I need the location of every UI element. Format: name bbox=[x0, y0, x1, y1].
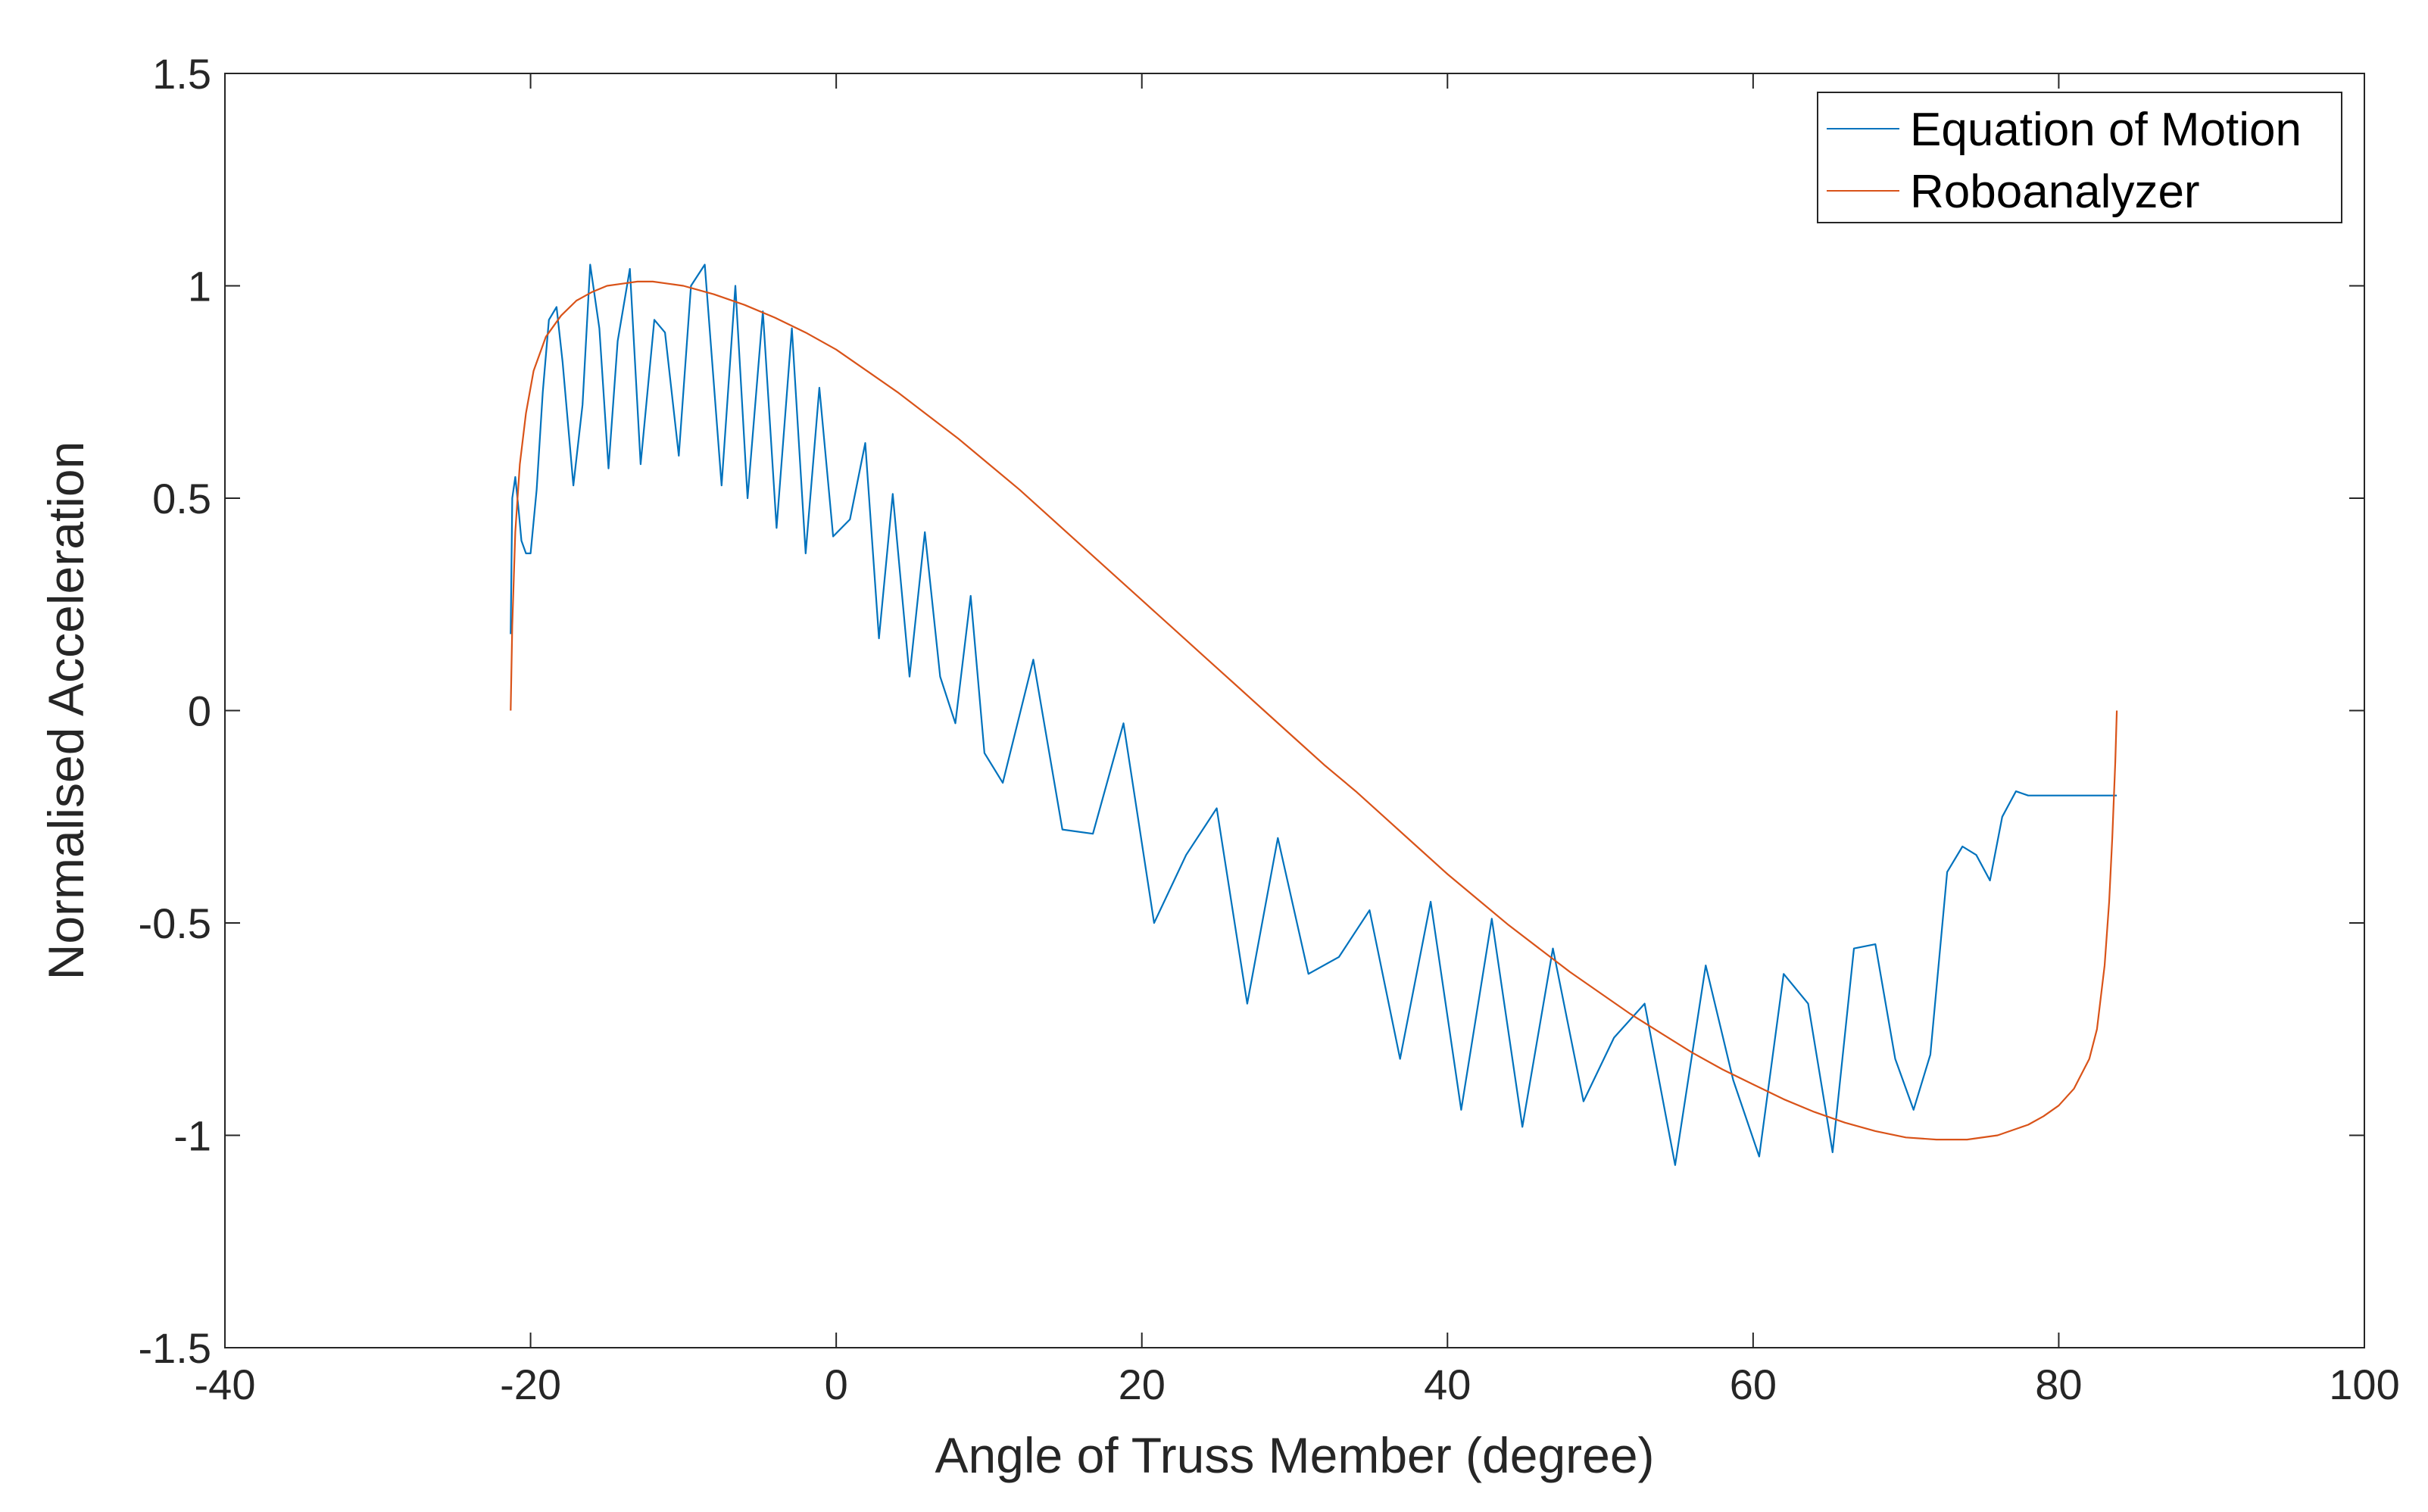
series-line-roboanalyzer bbox=[510, 280, 2118, 1141]
x-tick-label: -20 bbox=[500, 1361, 561, 1408]
legend: Equation of Motion Roboanalyzer bbox=[1817, 92, 2342, 223]
x-axis-label: Angle of Truss Member (degree) bbox=[935, 1427, 1654, 1483]
series-line-equation-of-motion bbox=[510, 263, 2117, 1166]
y-axis-label: Normalised Acceleration bbox=[38, 441, 94, 980]
x-tick-label: 80 bbox=[2035, 1361, 2082, 1408]
x-tick-label: 40 bbox=[1424, 1361, 1471, 1408]
series-group bbox=[510, 263, 2118, 1166]
x-tick-label: 0 bbox=[825, 1361, 848, 1408]
y-tick-label: 0 bbox=[188, 687, 211, 735]
y-tick-label: 1 bbox=[188, 263, 211, 310]
x-tick-label: 60 bbox=[1730, 1361, 1777, 1408]
y-tick-label: 0.5 bbox=[152, 475, 211, 522]
axis-ticks bbox=[224, 73, 2365, 1348]
x-tick-label: 20 bbox=[1119, 1361, 1166, 1408]
y-tick-label: -0.5 bbox=[139, 899, 212, 947]
legend-box bbox=[1817, 92, 2342, 223]
x-tick-label: -40 bbox=[195, 1361, 256, 1408]
y-tick-label: -1.5 bbox=[139, 1324, 212, 1372]
axis-tick-labels: -40 -20 0 20 40 60 80 100 -1.5 -1 -0.5 0 0.5 1 1.5 bbox=[139, 50, 2400, 1408]
legend-label-roboanalyzer: Roboanalyzer bbox=[1910, 166, 2200, 218]
legend-label-equation-of-motion: Equation of Motion bbox=[1910, 104, 2302, 156]
y-tick-label: 1.5 bbox=[152, 50, 211, 98]
x-tick-label: 100 bbox=[2329, 1361, 2399, 1408]
y-tick-label: -1 bbox=[173, 1112, 211, 1160]
